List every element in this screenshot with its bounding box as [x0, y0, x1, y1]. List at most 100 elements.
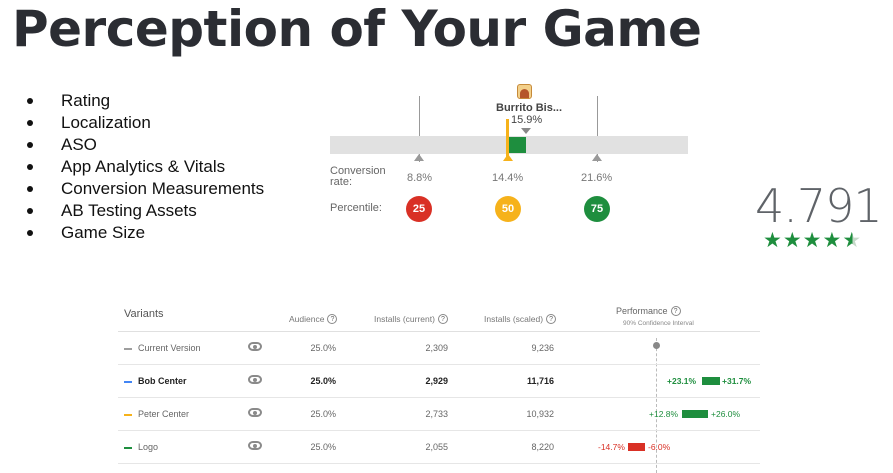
- help-icon[interactable]: ?: [546, 314, 557, 324]
- game-pointer-icon: [521, 128, 531, 134]
- partial-star-icon: ★: [842, 229, 862, 252]
- bullet-dot-icon: [27, 208, 33, 214]
- percentile-badge-75: 75: [584, 196, 610, 222]
- bullet-text: AB Testing Assets: [61, 201, 197, 220]
- bullet-item: ASO: [24, 134, 264, 156]
- audience-value: 25.0%: [310, 409, 336, 419]
- variant-name-label: Peter Center: [138, 409, 190, 419]
- audience-value: 25.0%: [310, 343, 336, 353]
- installs-current-value: 2,929: [425, 376, 448, 386]
- audience-value: 25.0%: [310, 442, 336, 452]
- table-row[interactable]: Peter Center 25.0% 2,733 10,932 +12.8% +…: [118, 398, 760, 431]
- bullet-item: Game Size: [24, 222, 264, 244]
- bullet-item: Localization: [24, 112, 264, 134]
- rate-value-25: 8.8%: [407, 172, 433, 184]
- rating-summary: 4.791 ★ ★ ★ ★ ★: [755, 178, 883, 251]
- eye-icon[interactable]: [248, 342, 262, 351]
- star-icon: ★: [822, 229, 842, 252]
- installs-current-value: 2,733: [425, 409, 448, 419]
- bullet-dot-icon: [27, 98, 33, 104]
- percentile-badge-25: 25: [406, 196, 432, 222]
- marker-arrow-25-icon: [414, 154, 424, 161]
- bullet-text: Localization: [61, 113, 151, 132]
- conversion-rate-label: Conversion rate:: [330, 165, 386, 188]
- variant-color-swatch: [124, 380, 132, 383]
- variant-name-label: Current Version: [138, 343, 201, 353]
- star-icon: ★: [763, 229, 782, 252]
- ci-bar: [628, 443, 645, 451]
- variant-name-label: Bob Center: [138, 376, 187, 386]
- star-icon: ★: [802, 229, 822, 252]
- table-row[interactable]: Bob Center 25.0% 2,929 11,716 +23.1% +31…: [118, 365, 760, 398]
- ci-low-label: +12.8%: [649, 409, 679, 419]
- performance-header: Performance ?: [616, 306, 681, 316]
- table-header: Variants Audience ? Installs (current) ?…: [118, 298, 760, 332]
- game-app-icon[interactable]: [517, 84, 532, 99]
- help-icon[interactable]: ?: [670, 306, 681, 316]
- bullet-item: Conversion Measurements: [24, 178, 264, 200]
- ci-high-label: -6.0%: [648, 442, 671, 452]
- eye-icon[interactable]: [248, 408, 262, 417]
- table-row[interactable]: Logo 25.0% 2,055 8,220 -14.7% -6.0%: [118, 431, 760, 464]
- confidence-interval-label: 90% Confidence Interval: [623, 320, 694, 327]
- rating-value: 4.791: [755, 179, 883, 233]
- percentile-badge-50: 50: [495, 196, 521, 222]
- bullet-item: AB Testing Assets: [24, 200, 264, 222]
- installs-scaled-header-label: Installs (scaled): [484, 314, 544, 324]
- variant-color-swatch: [124, 347, 132, 350]
- installs-current-value: 2,309: [425, 343, 448, 353]
- help-icon[interactable]: ?: [327, 314, 338, 324]
- percentile-label: Percentile:: [330, 202, 382, 214]
- bullet-dot-icon: [27, 120, 33, 126]
- marker-line-25: [419, 96, 420, 162]
- baseline-dot-icon: [653, 342, 660, 349]
- table-row[interactable]: Current Version 25.0% 2,309 9,236: [118, 332, 760, 365]
- marker-line-75: [597, 96, 598, 162]
- rate-value-75: 21.6%: [581, 172, 613, 184]
- ci-low-label: -14.7%: [598, 442, 625, 452]
- installs-scaled-value: 11,716: [526, 376, 554, 386]
- eye-icon[interactable]: [248, 375, 262, 384]
- bullet-text: Conversion Measurements: [61, 179, 265, 198]
- bullet-dot-icon: [27, 230, 33, 236]
- help-icon[interactable]: ?: [437, 314, 448, 324]
- bullet-text: App Analytics & Vitals: [61, 157, 226, 176]
- marker-arrow-75-icon: [592, 154, 602, 161]
- variant-name: Logo: [124, 442, 158, 452]
- installs-scaled-value: 9,236: [531, 343, 554, 353]
- variant-name: Peter Center: [124, 409, 189, 419]
- star-rating: ★ ★ ★ ★ ★: [763, 230, 875, 251]
- variants-header: Variants: [124, 308, 164, 320]
- game-rate-label: 15.9%: [511, 114, 543, 126]
- ci-bar: [682, 410, 708, 418]
- ci-high-label: +26.0%: [711, 409, 741, 419]
- ci-low-label: +23.1%: [667, 376, 697, 386]
- variant-color-swatch: [124, 413, 132, 416]
- game-name-label: Burrito Bis...: [496, 102, 563, 114]
- bullet-dot-icon: [27, 142, 33, 148]
- audience-value: 25.0%: [310, 376, 336, 386]
- installs-current-header: Installs (current) ?: [374, 314, 448, 324]
- variant-color-swatch: [124, 446, 132, 449]
- conversion-benchmark: Burrito Bis... 15.9% Conversion rate: Pe…: [328, 84, 690, 230]
- bullet-text: Game Size: [61, 223, 146, 242]
- variant-name: Current Version: [124, 343, 201, 353]
- rate-value-50: 14.4%: [492, 172, 524, 184]
- variant-name-label: Logo: [138, 442, 159, 452]
- bullet-dot-icon: [27, 186, 33, 192]
- installs-scaled-value: 8,220: [531, 442, 554, 452]
- bullet-dot-icon: [27, 164, 33, 170]
- game-conversion-bar: [508, 137, 526, 153]
- audience-header-label: Audience: [289, 314, 325, 324]
- experiment-results-table: Variants Audience ? Installs (current) ?…: [118, 298, 760, 473]
- bullet-text: Rating: [61, 91, 111, 110]
- ci-bar: [702, 377, 720, 385]
- bullet-text: ASO: [61, 135, 97, 154]
- star-icon: ★: [782, 229, 802, 252]
- installs-current-header-label: Installs (current): [374, 314, 435, 324]
- installs-scaled-header: Installs (scaled) ?: [484, 314, 557, 324]
- eye-icon[interactable]: [248, 441, 262, 450]
- median-marker-line: [506, 119, 509, 161]
- variant-name: Bob Center: [124, 376, 187, 386]
- ci-high-label: +31.7%: [722, 376, 752, 386]
